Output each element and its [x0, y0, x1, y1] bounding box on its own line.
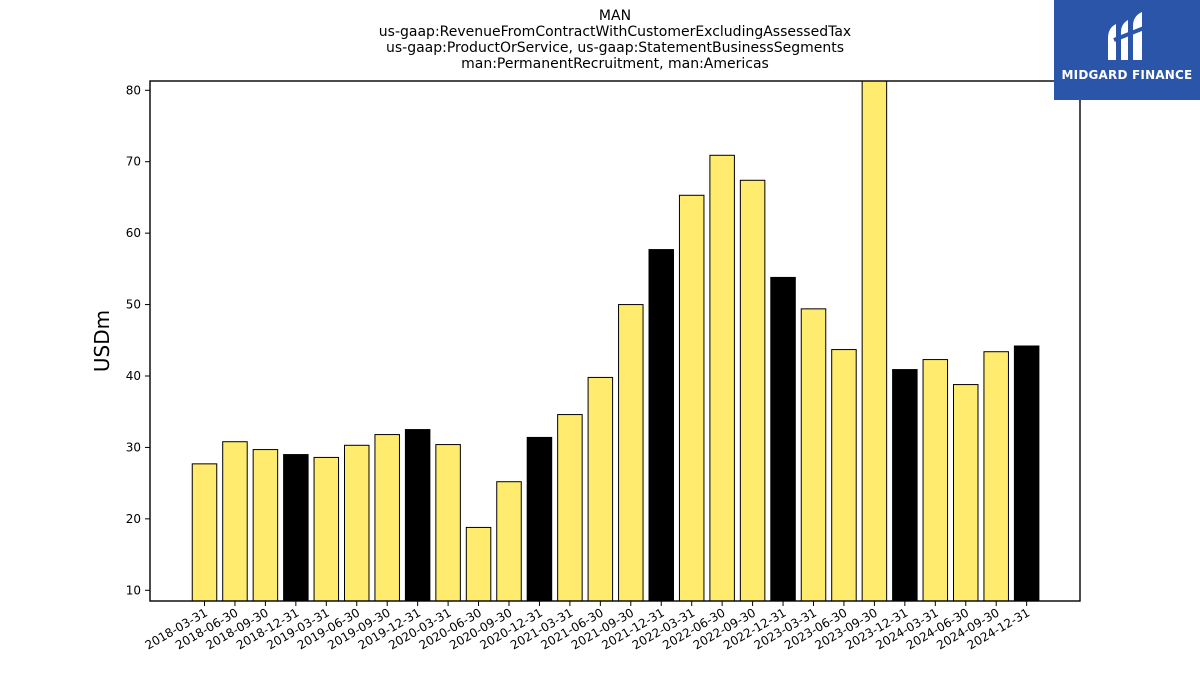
- bar: [465, 526, 492, 602]
- bar: [313, 456, 340, 602]
- bar: [344, 444, 370, 602]
- y-axis-ticks: 10 20 30 40 50 60 70 80: [126, 83, 150, 597]
- bar: [435, 444, 461, 602]
- bar: [557, 414, 583, 602]
- bars: [191, 80, 1040, 602]
- bar: [678, 194, 705, 602]
- bar: [739, 179, 766, 602]
- logo-mark-icon: [1108, 12, 1145, 60]
- bar: [496, 481, 522, 602]
- midgard-finance-logo: MIDGARD FINANCE: [1054, 0, 1200, 100]
- bar: [892, 369, 918, 602]
- bar: [587, 376, 614, 602]
- y-axis-label: USDm: [90, 310, 114, 372]
- chart-title-line: man:PermanentRecruitment, man:Americas: [461, 56, 769, 72]
- bar: [404, 429, 431, 602]
- bar: [922, 359, 949, 602]
- bar: [953, 384, 979, 602]
- y-tick-label: 80: [126, 83, 141, 97]
- bar: [191, 463, 218, 602]
- y-tick-label: 60: [126, 226, 141, 240]
- bar: [222, 441, 248, 602]
- bar: [618, 304, 644, 602]
- bar: [770, 276, 796, 602]
- y-tick-label: 40: [126, 369, 141, 383]
- chart-title-line: us-gaap:RevenueFromContractWithCustomerE…: [379, 24, 851, 40]
- bar: [1013, 345, 1040, 602]
- y-tick-label: 50: [126, 298, 141, 312]
- y-tick-label: 70: [126, 155, 141, 169]
- chart-title-line: us-gaap:ProductOrService, us-gaap:Statem…: [386, 40, 844, 56]
- y-tick-label: 20: [126, 512, 141, 526]
- y-tick-label: 30: [126, 440, 141, 454]
- bar: [374, 434, 400, 602]
- chart-title: MANus-gaap:RevenueFromContractWithCustom…: [379, 8, 851, 72]
- bar: [831, 349, 857, 602]
- bar: [983, 351, 1009, 602]
- bar: [526, 436, 553, 602]
- bar: [709, 154, 735, 602]
- bar: [648, 249, 674, 602]
- bar: [283, 454, 309, 602]
- bar: [861, 80, 888, 602]
- x-axis-ticks: 2018-03-312018-06-302018-09-302018-12-31…: [143, 601, 1032, 652]
- bar: [800, 308, 827, 602]
- logo-text: MIDGARD FINANCE: [1061, 68, 1193, 82]
- bar: [252, 449, 279, 602]
- plot-frame: [149, 80, 1081, 602]
- chart-title-line: MAN: [599, 8, 631, 24]
- y-tick-label: 10: [126, 583, 141, 597]
